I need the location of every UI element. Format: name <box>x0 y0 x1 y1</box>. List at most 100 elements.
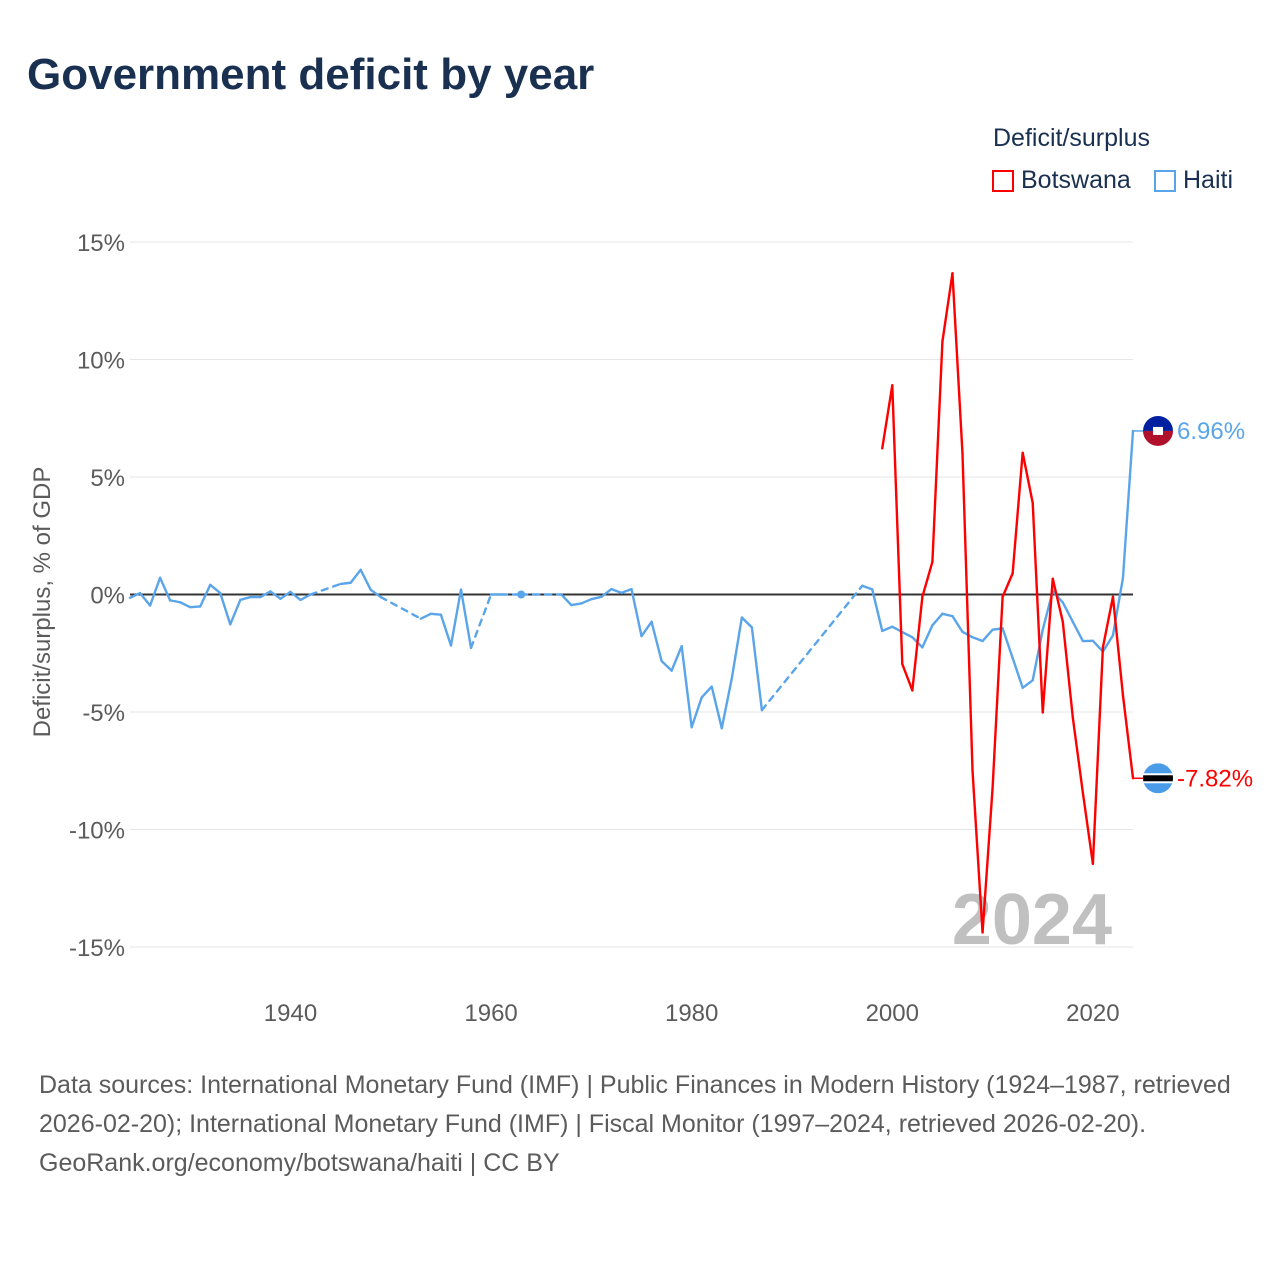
series-segment-haiti <box>148 576 162 607</box>
series-segment-haiti <box>941 612 954 618</box>
series-segment-haiti <box>1091 639 1105 653</box>
series-segment-haiti <box>1001 627 1014 660</box>
series-segment-haiti <box>379 595 423 620</box>
series-segment-haiti <box>740 616 754 629</box>
series-segment-haiti <box>881 625 894 633</box>
series-segment-haiti <box>439 613 453 647</box>
series-segment-haiti <box>640 620 653 638</box>
series-segment-haiti <box>1101 634 1115 653</box>
series-segment-haiti <box>760 584 864 712</box>
series-segment-haiti <box>951 614 964 634</box>
x-tick-label: 1960 <box>464 1000 517 1027</box>
chart-title: Government deficit by year <box>27 50 595 99</box>
flag-red-band <box>1143 430 1173 446</box>
series-segment-botswana <box>971 769 984 934</box>
series-segment-haiti <box>229 598 242 626</box>
y-tick-label: -10% <box>69 818 125 845</box>
series-segment-haiti <box>1121 429 1135 580</box>
year-watermark: 2024 <box>952 880 1112 960</box>
series-segment-botswana <box>911 595 924 692</box>
series-segment-haiti <box>188 605 202 609</box>
series-segment-haiti <box>369 588 382 599</box>
series-segment-botswana <box>1121 694 1135 780</box>
series-segment-haiti <box>730 616 744 680</box>
series-segment-haiti <box>630 587 643 638</box>
x-tick-label: 2020 <box>1066 1000 1119 1027</box>
series-segment-haiti <box>981 628 994 643</box>
series-segment-haiti <box>259 590 272 599</box>
series-segment-haiti <box>269 590 282 600</box>
y-tick-label: -15% <box>69 935 125 962</box>
series-segment-botswana <box>961 452 974 772</box>
series-segment-haiti <box>580 598 593 605</box>
series-segment-haiti <box>590 595 603 601</box>
end-label-botswana: -7.82% <box>1177 765 1253 792</box>
series-segment-botswana <box>1001 572 1014 599</box>
series-segment-botswana <box>1081 791 1095 866</box>
legend-item-haiti[interactable]: Haiti <box>1154 166 1233 195</box>
series-segment-haiti <box>158 576 172 602</box>
series-segment-haiti <box>239 595 252 602</box>
series-segment-haiti <box>1061 601 1075 623</box>
series-segment-haiti <box>610 587 623 595</box>
flag-blue-band <box>1143 415 1173 431</box>
series-segment-haiti <box>750 626 764 712</box>
y-tick-label: 10% <box>77 348 125 375</box>
series-segment-botswana <box>1051 577 1064 623</box>
series-segment-botswana <box>1071 716 1085 794</box>
series-segment-haiti <box>299 593 312 602</box>
series-segment-botswana <box>921 560 934 599</box>
series-segment-botswana <box>941 272 954 343</box>
data-point-haiti <box>517 590 526 599</box>
series-segment-haiti <box>469 593 493 650</box>
series-segment-haiti <box>359 568 372 591</box>
series-segment-botswana <box>1091 646 1105 866</box>
y-tick-label: 15% <box>77 230 125 257</box>
series-segment-haiti <box>570 602 583 607</box>
x-tick-label: 1980 <box>665 1000 718 1027</box>
series-segment-haiti <box>871 588 884 633</box>
series-segment-haiti <box>971 636 984 643</box>
series-segment-haiti <box>921 624 934 649</box>
series-segment-botswana <box>881 384 894 450</box>
series-segment-haiti <box>339 581 352 586</box>
series-segment-haiti <box>600 587 613 599</box>
legend-title: Deficit/surplus <box>993 124 1150 152</box>
series-segment-botswana <box>1021 451 1034 505</box>
series-segment-haiti <box>710 685 723 730</box>
flag-botswana-icon <box>1143 763 1173 794</box>
series-segment-botswana <box>931 340 944 564</box>
series-segment-haiti <box>309 582 342 596</box>
legend-swatch-haiti <box>1154 169 1176 192</box>
end-label-haiti: 6.96% <box>1177 418 1245 445</box>
series-segment-haiti <box>1031 628 1044 682</box>
series-segment-botswana <box>1061 620 1075 719</box>
series-segment-haiti <box>1111 576 1125 637</box>
series-segment-haiti <box>279 590 292 600</box>
series-segment-haiti <box>670 645 683 672</box>
series-segment-haiti <box>901 630 914 639</box>
series-segment-botswana <box>1041 577 1054 714</box>
credit-link[interactable]: GeoRank.org/economy/botswana/haiti | CC … <box>39 1149 560 1177</box>
series-segment-haiti <box>860 584 874 591</box>
series-segment-haiti <box>178 601 192 609</box>
x-tick-label: 2000 <box>866 1000 919 1027</box>
series-segment-haiti <box>1021 679 1034 689</box>
series-segment-haiti <box>459 588 473 650</box>
chart-plot: 15% 10% 5% 0% -5% -10% -15% 1940 1960 1980 2000 202… <box>29 230 1253 1027</box>
series-segment-botswana <box>1031 501 1044 714</box>
series-segment-haiti <box>429 612 443 616</box>
series-segment-haiti <box>650 620 663 663</box>
y-tick-label: 0% <box>90 583 125 610</box>
y-tick-label: -5% <box>82 700 125 727</box>
flag-emblem <box>1153 426 1163 435</box>
legend-label-botswana: Botswana <box>1021 166 1131 194</box>
series-segment-botswana <box>1101 595 1115 649</box>
series-segment-haiti <box>700 685 713 699</box>
y-axis-label: Deficit/surplus, % of GDP <box>29 467 56 738</box>
legend-item-botswana[interactable]: Botswana <box>992 166 1131 195</box>
series-segment-haiti <box>1071 620 1085 643</box>
series-segment-haiti <box>449 588 463 647</box>
series-segment-botswana <box>951 272 964 455</box>
